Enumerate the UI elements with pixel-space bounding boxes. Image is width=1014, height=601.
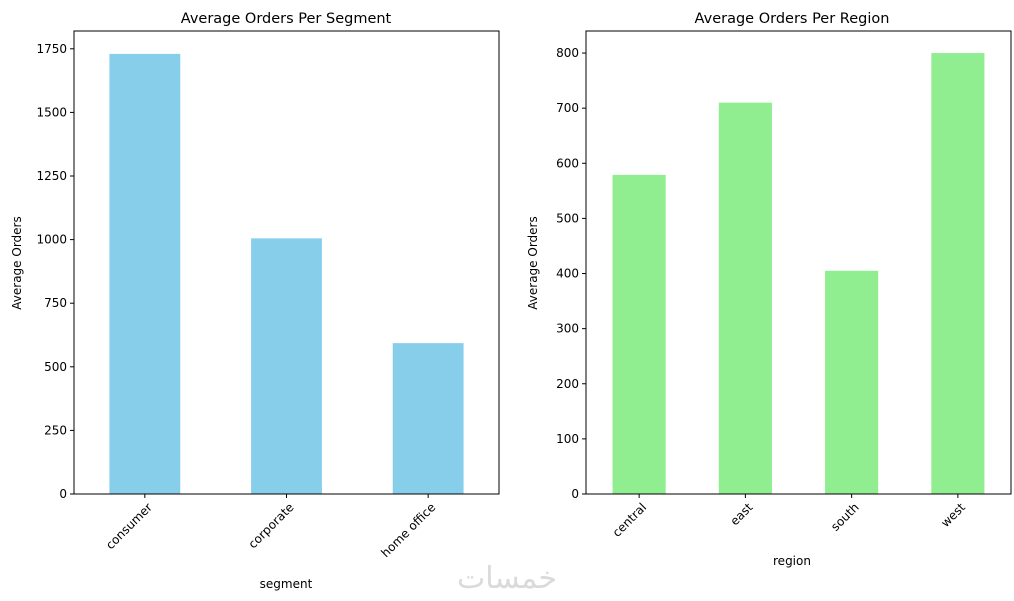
region-plot-frame xyxy=(585,30,1012,495)
region-y-ticks: 0 100 200 300 400 500 600 700 800 xyxy=(556,46,586,501)
segment-x-axis-label: segment xyxy=(260,577,313,591)
region-y-tick-label: 200 xyxy=(556,377,579,391)
region-x-tick-label: east xyxy=(727,500,755,528)
segment-y-tick-label: 500 xyxy=(44,360,67,374)
region-chart-title: Average Orders Per Region xyxy=(695,11,890,27)
segment-y-tick-label: 1000 xyxy=(36,233,67,247)
region-y-tick-label: 400 xyxy=(556,267,579,281)
segment-x-tick-label: corporate xyxy=(246,500,297,551)
region-bars xyxy=(612,53,985,495)
segment-y-tick-label: 1250 xyxy=(36,169,67,183)
segment-x-ticks: consumer corporate home office xyxy=(103,494,438,560)
region-x-axis-label: region xyxy=(773,554,811,568)
region-y-tick-label: 0 xyxy=(571,487,579,501)
region-x-ticks: central east south west xyxy=(610,494,968,540)
region-y-axis-label: Average Orders xyxy=(526,216,540,309)
segment-bar-home-office xyxy=(392,343,464,494)
region-y-tick-label: 800 xyxy=(556,46,579,60)
region-x-tick-label: south xyxy=(828,500,862,534)
segment-plot-frame xyxy=(73,30,500,495)
segment-y-tick-label: 750 xyxy=(44,296,67,310)
region-y-tick-label: 300 xyxy=(556,322,579,336)
region-y-tick-label: 600 xyxy=(556,156,579,170)
region-chart: Average Orders Per Region Average Orders… xyxy=(526,11,1012,568)
segment-x-tick-label: consumer xyxy=(103,500,155,552)
segment-bar-consumer xyxy=(109,53,181,495)
segment-chart: Average Orders Per Segment Average Order… xyxy=(10,11,500,591)
segment-y-tick-label: 1500 xyxy=(36,105,67,119)
region-bar-central xyxy=(612,174,666,494)
region-y-tick-label: 500 xyxy=(556,211,579,225)
segment-chart-title: Average Orders Per Segment xyxy=(181,11,392,27)
region-y-tick-label: 100 xyxy=(556,432,579,446)
region-bar-west xyxy=(931,53,985,495)
region-x-tick-label: west xyxy=(938,500,968,530)
segment-y-tick-label: 0 xyxy=(59,487,67,501)
segment-y-tick-label: 1750 xyxy=(36,42,67,56)
segment-x-tick-label: home office xyxy=(378,500,438,560)
segment-y-axis-label: Average Orders xyxy=(10,216,24,309)
segment-bars xyxy=(109,53,464,495)
segment-bar-corporate xyxy=(251,238,322,494)
watermark-logo: خمسات xyxy=(457,561,557,596)
region-y-tick-label: 700 xyxy=(556,101,579,115)
region-bar-east xyxy=(718,102,772,495)
segment-y-ticks: 0 250 500 750 1000 1250 1500 1750 xyxy=(36,42,74,501)
region-x-tick-label: central xyxy=(610,500,650,540)
segment-y-tick-label: 250 xyxy=(44,423,67,437)
region-bar-south xyxy=(825,270,879,494)
